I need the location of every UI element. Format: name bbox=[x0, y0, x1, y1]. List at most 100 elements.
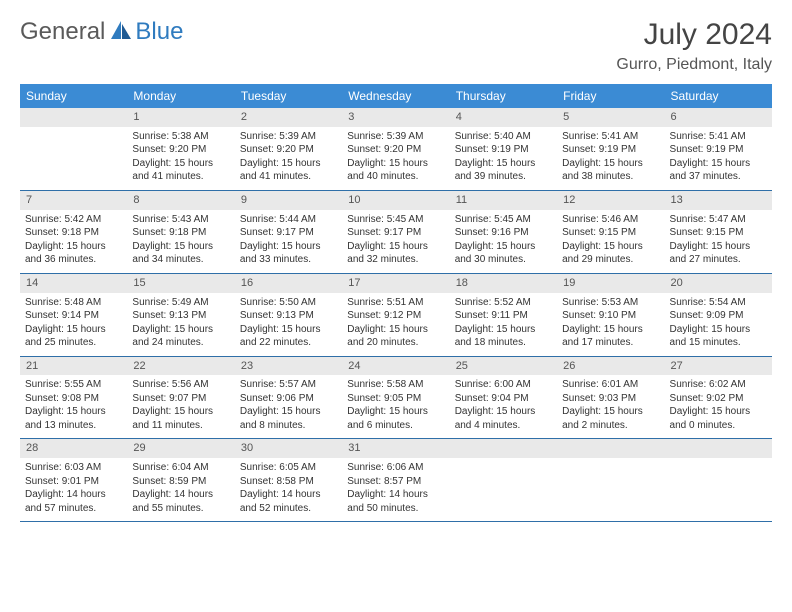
calendar-day-cell bbox=[665, 439, 772, 522]
sunset-line: Sunset: 9:20 PM bbox=[347, 143, 444, 157]
day-number: 22 bbox=[127, 357, 234, 376]
day-number: 27 bbox=[665, 357, 772, 376]
day-body: Sunrise: 6:00 AMSunset: 9:04 PMDaylight:… bbox=[450, 375, 557, 438]
sunset-line: Sunset: 9:14 PM bbox=[25, 309, 122, 323]
day-number: 6 bbox=[665, 108, 772, 127]
sunrise-line: Sunrise: 5:47 AM bbox=[670, 213, 767, 227]
calendar-day-cell: 15Sunrise: 5:49 AMSunset: 9:13 PMDayligh… bbox=[127, 273, 234, 356]
sunset-line: Sunset: 9:09 PM bbox=[670, 309, 767, 323]
daylight-line: Daylight: 15 hours and 11 minutes. bbox=[132, 405, 229, 432]
sunrise-line: Sunrise: 5:41 AM bbox=[562, 130, 659, 144]
daylight-line: Daylight: 15 hours and 20 minutes. bbox=[347, 323, 444, 350]
day-body: Sunrise: 5:48 AMSunset: 9:14 PMDaylight:… bbox=[20, 293, 127, 356]
weekday-header: Thursday bbox=[450, 84, 557, 108]
weekday-header: Monday bbox=[127, 84, 234, 108]
daylight-line: Daylight: 15 hours and 25 minutes. bbox=[25, 323, 122, 350]
sunrise-line: Sunrise: 5:55 AM bbox=[25, 378, 122, 392]
day-body: Sunrise: 5:42 AMSunset: 9:18 PMDaylight:… bbox=[20, 210, 127, 273]
calendar-day-cell: 4Sunrise: 5:40 AMSunset: 9:19 PMDaylight… bbox=[450, 108, 557, 190]
sunset-line: Sunset: 9:20 PM bbox=[240, 143, 337, 157]
calendar-day-cell: 17Sunrise: 5:51 AMSunset: 9:12 PMDayligh… bbox=[342, 273, 449, 356]
sunset-line: Sunset: 9:06 PM bbox=[240, 392, 337, 406]
calendar-day-cell: 5Sunrise: 5:41 AMSunset: 9:19 PMDaylight… bbox=[557, 108, 664, 190]
day-number: 5 bbox=[557, 108, 664, 127]
daylight-line: Daylight: 15 hours and 40 minutes. bbox=[347, 157, 444, 184]
day-body: Sunrise: 5:49 AMSunset: 9:13 PMDaylight:… bbox=[127, 293, 234, 356]
day-number: 26 bbox=[557, 357, 664, 376]
sunrise-line: Sunrise: 5:50 AM bbox=[240, 296, 337, 310]
day-number: 21 bbox=[20, 357, 127, 376]
day-number: 8 bbox=[127, 191, 234, 210]
day-body: Sunrise: 5:40 AMSunset: 9:19 PMDaylight:… bbox=[450, 127, 557, 190]
logo: General Blue bbox=[20, 18, 183, 46]
day-body bbox=[557, 458, 664, 516]
daylight-line: Daylight: 15 hours and 41 minutes. bbox=[132, 157, 229, 184]
day-body: Sunrise: 5:50 AMSunset: 9:13 PMDaylight:… bbox=[235, 293, 342, 356]
sunset-line: Sunset: 9:08 PM bbox=[25, 392, 122, 406]
day-number: 23 bbox=[235, 357, 342, 376]
daylight-line: Daylight: 15 hours and 8 minutes. bbox=[240, 405, 337, 432]
sunset-line: Sunset: 9:19 PM bbox=[455, 143, 552, 157]
calendar-day-cell: 18Sunrise: 5:52 AMSunset: 9:11 PMDayligh… bbox=[450, 273, 557, 356]
calendar-day-cell: 9Sunrise: 5:44 AMSunset: 9:17 PMDaylight… bbox=[235, 190, 342, 273]
day-number: 19 bbox=[557, 274, 664, 293]
day-number: 9 bbox=[235, 191, 342, 210]
day-number: 1 bbox=[127, 108, 234, 127]
calendar-day-cell: 27Sunrise: 6:02 AMSunset: 9:02 PMDayligh… bbox=[665, 356, 772, 439]
sunset-line: Sunset: 9:15 PM bbox=[670, 226, 767, 240]
calendar-day-cell: 28Sunrise: 6:03 AMSunset: 9:01 PMDayligh… bbox=[20, 439, 127, 522]
daylight-line: Daylight: 15 hours and 38 minutes. bbox=[562, 157, 659, 184]
day-body: Sunrise: 5:54 AMSunset: 9:09 PMDaylight:… bbox=[665, 293, 772, 356]
calendar-day-cell: 26Sunrise: 6:01 AMSunset: 9:03 PMDayligh… bbox=[557, 356, 664, 439]
sunrise-line: Sunrise: 5:44 AM bbox=[240, 213, 337, 227]
sunset-line: Sunset: 9:12 PM bbox=[347, 309, 444, 323]
sunset-line: Sunset: 8:57 PM bbox=[347, 475, 444, 489]
sunset-line: Sunset: 9:10 PM bbox=[562, 309, 659, 323]
calendar-day-cell: 2Sunrise: 5:39 AMSunset: 9:20 PMDaylight… bbox=[235, 108, 342, 190]
calendar-table: Sunday Monday Tuesday Wednesday Thursday… bbox=[20, 84, 772, 522]
day-number: 28 bbox=[20, 439, 127, 458]
daylight-line: Daylight: 15 hours and 0 minutes. bbox=[670, 405, 767, 432]
sunrise-line: Sunrise: 5:54 AM bbox=[670, 296, 767, 310]
day-body: Sunrise: 6:06 AMSunset: 8:57 PMDaylight:… bbox=[342, 458, 449, 521]
header: General Blue July 2024 Gurro, Piedmont, … bbox=[20, 18, 772, 74]
calendar-day-cell: 23Sunrise: 5:57 AMSunset: 9:06 PMDayligh… bbox=[235, 356, 342, 439]
sunrise-line: Sunrise: 5:49 AM bbox=[132, 296, 229, 310]
day-number: 3 bbox=[342, 108, 449, 127]
day-number: 25 bbox=[450, 357, 557, 376]
day-number bbox=[20, 108, 127, 127]
sunrise-line: Sunrise: 5:42 AM bbox=[25, 213, 122, 227]
title-block: July 2024 Gurro, Piedmont, Italy bbox=[616, 18, 772, 74]
day-body: Sunrise: 5:58 AMSunset: 9:05 PMDaylight:… bbox=[342, 375, 449, 438]
weekday-header: Wednesday bbox=[342, 84, 449, 108]
day-body: Sunrise: 5:52 AMSunset: 9:11 PMDaylight:… bbox=[450, 293, 557, 356]
sunrise-line: Sunrise: 5:58 AM bbox=[347, 378, 444, 392]
day-body: Sunrise: 5:41 AMSunset: 9:19 PMDaylight:… bbox=[665, 127, 772, 190]
sunrise-line: Sunrise: 6:06 AM bbox=[347, 461, 444, 475]
day-body: Sunrise: 5:56 AMSunset: 9:07 PMDaylight:… bbox=[127, 375, 234, 438]
sunset-line: Sunset: 9:11 PM bbox=[455, 309, 552, 323]
calendar-day-cell: 30Sunrise: 6:05 AMSunset: 8:58 PMDayligh… bbox=[235, 439, 342, 522]
sunrise-line: Sunrise: 5:45 AM bbox=[455, 213, 552, 227]
calendar-day-cell: 20Sunrise: 5:54 AMSunset: 9:09 PMDayligh… bbox=[665, 273, 772, 356]
sunset-line: Sunset: 9:05 PM bbox=[347, 392, 444, 406]
day-number: 2 bbox=[235, 108, 342, 127]
sunset-line: Sunset: 9:19 PM bbox=[670, 143, 767, 157]
daylight-line: Daylight: 15 hours and 22 minutes. bbox=[240, 323, 337, 350]
day-body: Sunrise: 5:45 AMSunset: 9:17 PMDaylight:… bbox=[342, 210, 449, 273]
day-number: 10 bbox=[342, 191, 449, 210]
calendar-day-cell: 8Sunrise: 5:43 AMSunset: 9:18 PMDaylight… bbox=[127, 190, 234, 273]
daylight-line: Daylight: 15 hours and 36 minutes. bbox=[25, 240, 122, 267]
day-body: Sunrise: 5:57 AMSunset: 9:06 PMDaylight:… bbox=[235, 375, 342, 438]
calendar-week-row: 21 Sunrise: 5:55 AMSunset: 9:08 PM Dayligh… bbox=[20, 356, 772, 439]
sunrise-line: Sunrise: 5:41 AM bbox=[670, 130, 767, 144]
day-number: 17 bbox=[342, 274, 449, 293]
sunrise-line: Sunrise: 5:39 AM bbox=[347, 130, 444, 144]
day-number bbox=[665, 439, 772, 458]
calendar-day-cell: 11Sunrise: 5:45 AMSunset: 9:16 PMDayligh… bbox=[450, 190, 557, 273]
weekday-header: Saturday bbox=[665, 84, 772, 108]
daylight-line: Daylight: 15 hours and 4 minutes. bbox=[455, 405, 552, 432]
calendar-day-cell: 21Sunrise: 5:55 AMSunset: 9:08 PMDayligh… bbox=[20, 356, 127, 439]
daylight-line: Daylight: 15 hours and 32 minutes. bbox=[347, 240, 444, 267]
sunrise-line: Sunrise: 5:53 AM bbox=[562, 296, 659, 310]
